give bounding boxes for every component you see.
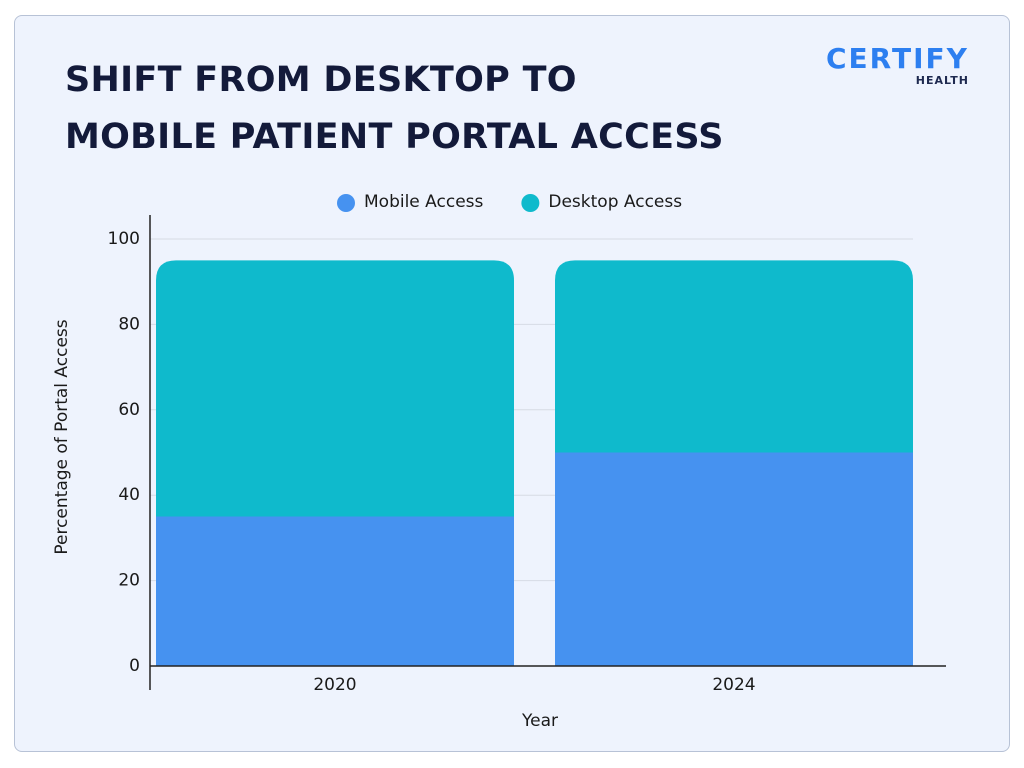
bar-segment: [156, 260, 514, 517]
logo-name: CERTIFY: [826, 42, 969, 75]
y-tick-label: 60: [118, 400, 140, 420]
x-axis-label: Year: [521, 711, 558, 731]
legend-swatch: [521, 194, 540, 212]
logo-subtitle: HEALTH: [915, 74, 969, 87]
logo: CERTIFY HEALTH: [826, 42, 969, 88]
y-axis-label: Percentage of Portal Access: [52, 319, 72, 554]
y-tick-label: 80: [118, 314, 140, 334]
legend-label: Mobile Access: [364, 192, 484, 212]
legend-label: Desktop Access: [548, 192, 682, 212]
y-tick-label: 100: [108, 229, 140, 249]
x-tick-label: 2020: [313, 675, 356, 695]
legend-swatch: [337, 194, 355, 212]
bar-segment: [555, 260, 913, 453]
y-tick-label: 20: [118, 571, 140, 591]
y-tick-label: 0: [129, 656, 140, 676]
y-tick-label: 40: [118, 485, 140, 505]
x-tick-label: 2024: [712, 675, 755, 695]
bar-segment: [555, 452, 913, 666]
bar-segment: [156, 516, 514, 666]
chart-title: SHIFT FROM DESKTOP TO MOBILE PATIENT POR…: [65, 60, 724, 157]
